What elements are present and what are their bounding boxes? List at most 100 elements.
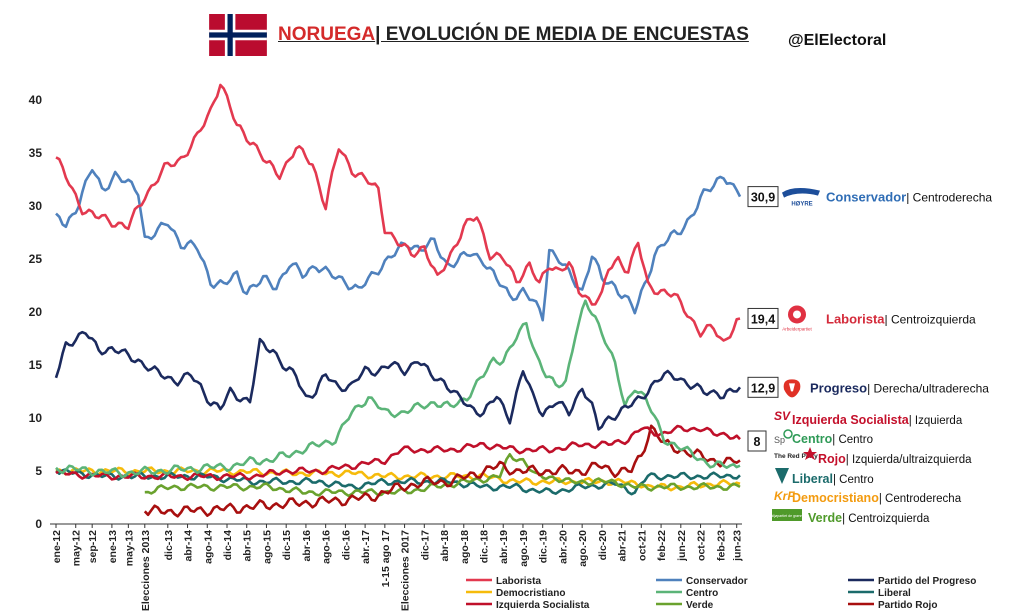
value-box [747, 307, 779, 329]
ap-rose-center [793, 310, 801, 319]
small-party-name: Izquierda Socialista [792, 413, 910, 427]
value-label: 12,9 [751, 381, 775, 395]
small-party-label: Verde| Centroizquierda [808, 511, 930, 525]
x-tick-label: feb-22 [656, 530, 668, 561]
party-label-laborista: Laborista| Centroizquierda [826, 311, 976, 326]
title-rest: | EVOLUCIÓN DE MEDIA DE ENCUESTAS [375, 24, 749, 45]
small-party-name: Liberal [792, 472, 833, 486]
small-party-label: Liberal| Centro [792, 472, 874, 486]
mdg-logo-text: miljøpartiet de grønne [770, 514, 805, 518]
x-tick-label: Elecciones 2017 [400, 530, 412, 611]
norway-flag-icon [208, 14, 268, 61]
x-tick-label: dic-17 [419, 530, 431, 561]
party-name: Conservador| Centroderecha [826, 190, 992, 205]
legend-label: Partido del Progreso [878, 576, 976, 587]
x-tick-label: ago-15 [261, 530, 273, 564]
y-tick-label: 0 [35, 517, 42, 531]
value-label: 30,9 [751, 191, 775, 205]
series-line-conservador [55, 169, 742, 322]
x-tick-label: may-13 [123, 530, 135, 566]
author-handle: @ElElectoral [788, 32, 887, 49]
party-name-text: Progreso [810, 380, 867, 395]
x-tick-label: ago-18 [459, 530, 471, 564]
sp-logo-leaf [783, 429, 793, 439]
party-desc-text: | Centroderecha [906, 191, 992, 205]
legend-label: Partido Rojo [878, 600, 937, 611]
x-tick-label: ene-12 [51, 530, 63, 563]
value-box [747, 376, 779, 398]
party-desc-text: | Centroizquierda [885, 312, 976, 326]
x-tick-label: dic-14 [222, 530, 234, 561]
series-line-verde [144, 453, 741, 498]
series-line-liberal [55, 468, 741, 496]
x-tick-label: dic-20 [597, 530, 609, 561]
frp-strawberry-logo-icon [783, 379, 801, 398]
small-party-label: Rojo| Izquierda/ultraizquierda [818, 452, 972, 466]
x-tick-label: ago.-19 [518, 530, 530, 567]
x-tick-label: may-12 [71, 530, 83, 566]
value-box-small-parties [747, 430, 767, 452]
small-party-name: Centro [792, 432, 833, 446]
y-tick-label: 40 [29, 93, 43, 107]
party-name: Progreso| Derecha/ultraderecha [810, 380, 989, 395]
x-tick-label: dic.-19 [538, 530, 550, 563]
red-party-star [803, 447, 817, 460]
x-tick-label: abr-21 [617, 530, 629, 562]
small-party-desc: | Centro [832, 434, 873, 446]
party-desc-text: | Derecha/ultraderecha [867, 381, 989, 395]
x-tick-label: abr-14 [183, 530, 195, 562]
y-tick-label: 20 [29, 305, 43, 319]
x-tick-label: dic-16 [340, 530, 352, 561]
party-name-text: Conservador [826, 190, 906, 205]
x-tick-label: 1-15 ago 17 [380, 530, 392, 587]
hoyre-logo-text: HØYRE [791, 202, 812, 208]
series-line-centro [55, 299, 741, 479]
small-party-desc: | Izquierda/ultraizquierda [846, 454, 972, 466]
legend-label: Democristiano [496, 588, 565, 599]
series-line-partido-rojo [143, 424, 741, 518]
mdg-logo-icon: miljøpartiet de grønne [770, 509, 805, 521]
legend-label: Laborista [496, 576, 541, 587]
hoyre-logo-icon: HØYRE [782, 188, 820, 208]
ap-logo-text: Arbeiderpartiet [782, 326, 812, 331]
legend-label: Liberal [878, 588, 911, 599]
x-tick-label: ago-16 [321, 530, 333, 564]
chart-title: NORUEGA| EVOLUCIÓN DE MEDIA DE ENCUESTAS [278, 24, 749, 46]
sv-logo-text: SV [774, 409, 791, 423]
small-party-label: Centro| Centro [792, 432, 873, 446]
y-tick-label: 10 [29, 411, 43, 425]
y-tick-label: 30 [29, 199, 43, 213]
x-tick-label: feb-23 [715, 530, 727, 561]
series-line-partido-del-progreso [54, 330, 742, 431]
title-country: NORUEGA [278, 24, 376, 45]
x-tick-label: dic.-18 [479, 530, 491, 563]
x-tick-label: abr.-20 [557, 530, 569, 564]
small-party-name: Rojo [818, 452, 846, 466]
y-tick-label: 15 [29, 358, 43, 372]
party-name-text: Laborista [826, 311, 885, 326]
legend-label: Izquierda Socialista [496, 600, 590, 611]
value-box [747, 186, 779, 208]
x-tick-label: abr.-17 [360, 530, 372, 564]
x-tick-label: dic-15 [281, 530, 293, 561]
party-label-progreso: Progreso| Derecha/ultraderecha [810, 380, 989, 395]
x-tick-label: ago-14 [202, 530, 214, 564]
small-party-name: Verde [808, 511, 842, 525]
krf-logo-icon: KrF [774, 489, 795, 503]
x-tick-label: abr-16 [301, 530, 313, 562]
x-tick-label: ene-13 [107, 530, 119, 563]
x-tick-label: ago.-20 [577, 530, 589, 567]
party-label-conservador: Conservador| Centroderecha [826, 190, 992, 205]
x-tick-label: jun-23 [732, 530, 744, 562]
red-party-logo-text: The Red Party [774, 453, 818, 460]
value-label-small-parties: 8 [754, 435, 761, 449]
x-tick-label: abr-18 [439, 530, 451, 562]
small-party-name: Democristiano [792, 491, 879, 505]
legend-label: Centro [686, 588, 718, 599]
sp-logo-text: Sp [774, 435, 785, 445]
y-tick-label: 35 [29, 146, 43, 160]
frp-logo-mark [789, 383, 795, 392]
v-logo-icon [775, 468, 789, 484]
small-party-desc: | Centro [833, 474, 874, 486]
